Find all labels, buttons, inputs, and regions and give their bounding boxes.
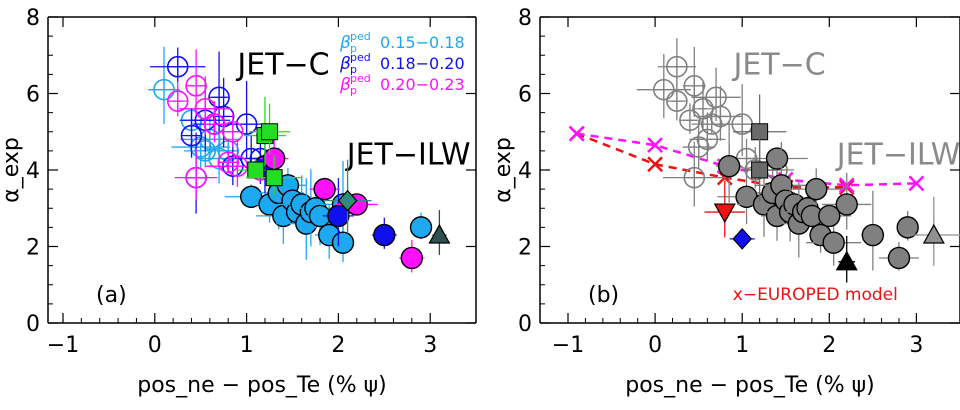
data-point	[717, 154, 741, 178]
data-point	[313, 177, 336, 201]
y-tick-label: 2	[518, 236, 532, 261]
data-point	[327, 204, 350, 228]
data-point-square	[751, 161, 769, 179]
data-point-cross	[679, 110, 700, 131]
panel-label: (a)	[96, 283, 127, 308]
data-point	[409, 216, 433, 239]
legend-symbol-sub: p	[350, 84, 357, 97]
data-point-cross	[666, 56, 687, 77]
data-point-diamond	[732, 227, 753, 250]
data-point-cross	[209, 87, 230, 108]
y-tick-label: 8	[26, 6, 40, 31]
model-line	[576, 132, 847, 189]
data-point-square	[265, 169, 283, 187]
legend-symbol-sup: ped	[350, 30, 371, 43]
x-tick-label: 2	[822, 333, 836, 358]
data-point-cross	[653, 79, 674, 100]
data-point-cross	[204, 114, 225, 135]
data-point-triangle-up	[428, 223, 451, 244]
y-tick-label: 2	[26, 236, 40, 261]
x-tick-label: 1	[735, 333, 749, 358]
y-axis-label: α_exp	[491, 137, 516, 203]
data-point-triangle-up	[922, 223, 945, 244]
data-point-cross	[706, 87, 727, 108]
data-point	[896, 216, 919, 239]
data-point-cross	[710, 106, 731, 127]
data-point-cross	[693, 98, 714, 119]
data-point	[887, 246, 911, 270]
x-axis-label: pos_ne − pos_Te (% ψ)	[625, 373, 874, 398]
annotation-jet-c: JET−C	[731, 47, 825, 82]
annotation-jet-c: JET−C	[235, 47, 329, 82]
model-label: x−EUROPED model	[733, 285, 898, 305]
data-point-cross	[186, 167, 207, 188]
legend-symbol-sup: ped	[350, 72, 371, 85]
annotation-jet-ilw: JET−ILW	[835, 137, 960, 172]
data-point	[400, 246, 424, 270]
data-point-cross	[684, 167, 705, 188]
legend-label: 0.18−0.20	[380, 54, 465, 73]
x-tick-label: −1	[47, 333, 79, 358]
data-point-cross	[186, 75, 207, 96]
panel-label: (b)	[588, 283, 619, 308]
data-point-cross	[181, 125, 202, 146]
data-point-cross	[167, 91, 188, 112]
data-point-square	[247, 161, 265, 179]
data-point-cross	[666, 91, 687, 112]
data-point-cross	[195, 98, 216, 119]
annotation-jet-ilw: JET−ILW	[345, 137, 471, 172]
x-axis-label: pos_ne − pos_Te (% ψ)	[137, 373, 386, 398]
legend-symbol-sub: p	[350, 63, 357, 76]
data-point	[835, 193, 858, 216]
data-point-cross	[684, 75, 705, 96]
y-tick-label: 8	[518, 6, 532, 31]
data-point-cross	[732, 114, 753, 135]
data-point-cross	[222, 121, 243, 142]
legend-symbol: β	[339, 75, 351, 95]
data-point-cross	[167, 56, 188, 77]
y-tick-label: 6	[26, 83, 40, 108]
y-tick-label: 0	[518, 312, 532, 337]
y-tick-label: 6	[518, 83, 532, 108]
legend-symbol: β	[339, 54, 351, 74]
data-point	[765, 147, 789, 170]
model-point-x	[568, 125, 585, 142]
y-tick-label: 4	[26, 159, 40, 184]
data-point-square	[261, 123, 279, 141]
y-tick-label: 4	[518, 159, 532, 184]
x-tick-label: 0	[648, 333, 662, 358]
data-point	[331, 231, 355, 254]
legend-symbol-sub: p	[350, 42, 357, 55]
y-tick-label: 0	[26, 312, 40, 337]
model-point-x	[647, 156, 663, 173]
data-point-triangle-down	[713, 203, 736, 224]
data-point	[373, 223, 396, 247]
data-point-cross	[227, 156, 248, 177]
legend-label: 0.20−0.23	[380, 75, 465, 94]
x-tick-label: 3	[909, 333, 923, 358]
panel-a-chart: −1 0 1 2 3 0 2 4 6 8 pos_ne − pos_Te (% ψ) α_exp (a)…	[0, 6, 477, 398]
x-tick-label: 0	[148, 333, 162, 358]
data-point	[805, 177, 828, 201]
legend-symbol-sup: ped	[350, 51, 371, 64]
data-point	[861, 223, 885, 247]
data-point-cross	[153, 79, 174, 100]
x-tick-label: 3	[423, 333, 437, 358]
data-point-triangle-up	[835, 250, 858, 271]
data-point-cross	[701, 114, 722, 135]
legend-symbol: β	[339, 33, 351, 53]
legend-label: 0.15−0.18	[380, 33, 465, 52]
data-point-diamond	[337, 189, 358, 212]
y-axis-label: α_exp	[0, 137, 24, 203]
model-point-x	[647, 137, 663, 154]
model-point-x	[908, 175, 925, 192]
x-tick-label: 1	[240, 333, 254, 358]
panel-b-chart: −1 0 1 2 3 0 2 4 6 8 pos_ne − pos_Te (% ψ) α_exp (b)…	[491, 6, 960, 398]
x-tick-label: 2	[331, 333, 345, 358]
data-point-cross	[688, 137, 709, 158]
x-tick-label: −1	[552, 333, 584, 358]
data-point	[818, 204, 841, 228]
data-point	[822, 231, 845, 254]
